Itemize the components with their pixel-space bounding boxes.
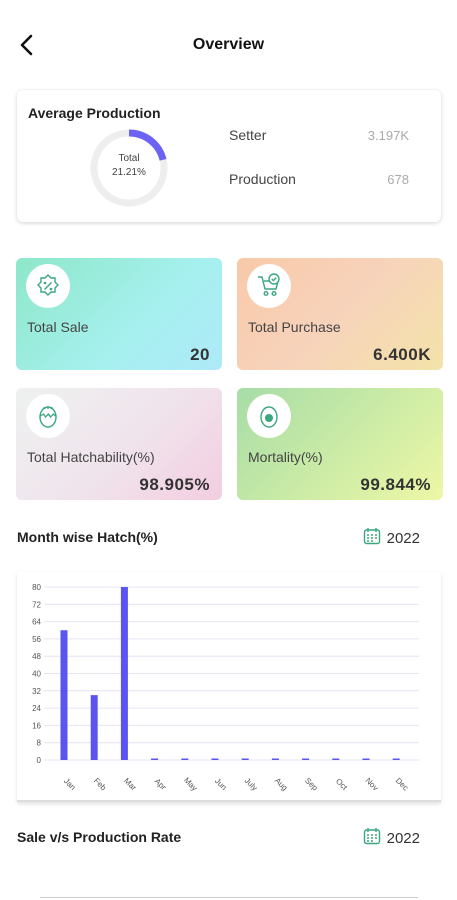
total-hatchability-value: 98.905%: [139, 475, 210, 494]
chart-bar-apr: [151, 758, 159, 760]
x-tick-label: Aug: [273, 776, 289, 792]
average-production-title: Average Production: [28, 105, 161, 121]
back-arrow-icon[interactable]: [14, 32, 42, 60]
month-hatch-year: 2022: [386, 529, 420, 547]
x-tick-label: Oct: [334, 777, 350, 793]
x-tick-label: Jan: [62, 776, 77, 791]
month-hatch-bar-chart: 0 8 16 24 32 40 48 56 64 72 80 Jan Feb Mar Apr May Jun Ju…: [32, 583, 419, 793]
y-tick-label: 0: [37, 756, 42, 765]
production-donut-chart: [90, 129, 168, 207]
chart-bar-sep: [302, 758, 310, 760]
total-sale-card[interactable]: Total Sale 20: [16, 258, 222, 370]
donut-total-value: 21.21%: [112, 167, 146, 178]
total-hatchability-label: Total Hatchability(%): [27, 449, 155, 465]
month-hatch-year-picker[interactable]: 2022: [363, 527, 420, 549]
x-tick-label: Mar: [122, 776, 138, 792]
setter-value: 3.197K: [367, 128, 409, 143]
header: Overview: [0, 0, 457, 90]
sale-production-year: 2022: [386, 829, 420, 847]
y-tick-label: 48: [32, 652, 41, 661]
mortality-label: Mortality(%): [248, 449, 323, 465]
chart-bar-aug: [271, 758, 279, 760]
mortality-value: 99.844%: [360, 475, 431, 494]
total-purchase-label: Total Purchase: [248, 319, 341, 335]
x-tick-label: Feb: [92, 776, 109, 793]
sale-vs-production-title: Sale v/s Production Rate: [17, 829, 182, 845]
chart-bar-july: [241, 758, 249, 760]
x-tick-label: Sep: [303, 776, 320, 793]
donut-total-label: Total: [118, 153, 140, 164]
total-purchase-card[interactable]: Total Purchase 6.400K: [237, 258, 443, 370]
production-value: 678: [387, 172, 409, 187]
total-sale-label: Total Sale: [27, 319, 89, 335]
y-tick-label: 24: [32, 704, 41, 713]
y-tick-label: 72: [32, 600, 41, 609]
donut-center-label: Total 21.21%: [89, 152, 169, 180]
egg-icon: [247, 394, 291, 438]
donut-progress-arc: [90, 129, 168, 207]
x-tick-label: July: [243, 776, 259, 792]
y-tick-label: 40: [32, 670, 41, 679]
total-purchase-value: 6.400K: [373, 345, 431, 364]
chart-bar-dec: [392, 758, 400, 760]
shopping-cart-icon: [247, 264, 291, 308]
production-label: Production: [229, 171, 296, 187]
y-tick-label: 8: [37, 739, 42, 748]
chart-bar-nov: [362, 758, 370, 760]
total-hatchability-card[interactable]: Total Hatchability(%) 98.905%: [16, 388, 222, 500]
y-tick-label: 64: [32, 618, 41, 627]
y-tick-label: 80: [32, 583, 41, 592]
calendar-icon: [363, 527, 381, 549]
chart-bar-jan: [60, 630, 68, 760]
y-tick-label: 32: [32, 687, 41, 696]
y-tick-label: 56: [32, 635, 41, 644]
month-wise-hatch-title: Month wise Hatch(%): [17, 529, 158, 545]
x-tick-label: Apr: [153, 777, 168, 792]
chart-bar-mar: [120, 587, 128, 760]
calendar-icon: [363, 827, 381, 849]
x-tick-label: Dec: [394, 776, 410, 792]
page-title: Overview: [192, 36, 265, 53]
sale-production-year-picker[interactable]: 2022: [363, 827, 420, 849]
y-tick-label: 16: [32, 721, 41, 730]
x-tick-label: Jun: [213, 776, 228, 791]
x-tick-label: May: [182, 776, 199, 793]
chart-bar-may: [181, 758, 189, 760]
average-production-card: Average Production Total 21.21% Setter 3…: [17, 90, 441, 222]
chart-bar-feb: [90, 695, 98, 760]
percent-tag-icon: [26, 264, 70, 308]
month-hatch-chart-card: 0 8 16 24 32 40 48 56 64 72 80 Jan Feb Mar Apr May Jun Ju…: [17, 572, 441, 802]
total-sale-value: 20: [190, 345, 210, 364]
setter-label: Setter: [229, 127, 267, 143]
divider: [40, 897, 418, 898]
mortality-card[interactable]: Mortality(%) 99.844%: [237, 388, 443, 500]
chart-bar-jun: [211, 758, 219, 760]
x-tick-label: Nov: [364, 776, 380, 792]
chart-bar-oct: [332, 758, 340, 760]
hatching-egg-icon: [26, 394, 70, 438]
